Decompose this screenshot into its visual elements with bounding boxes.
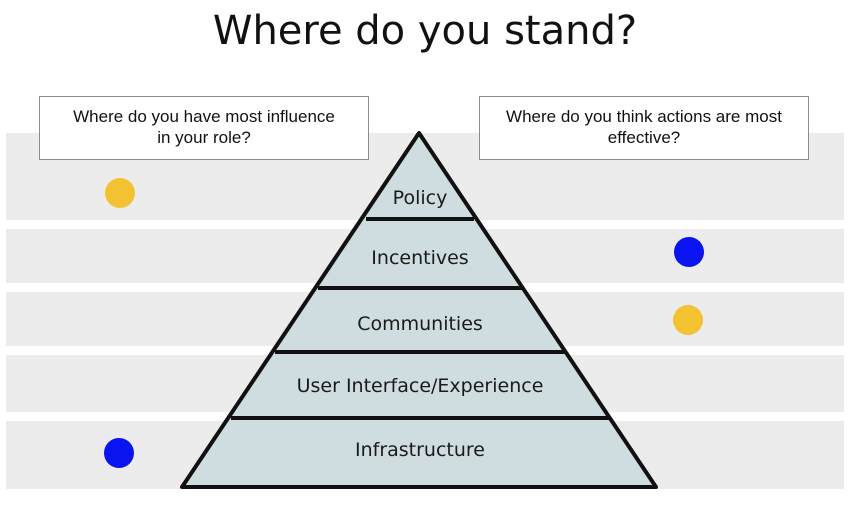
pyramid-body: [180, 131, 658, 489]
influence-dot-infrastructure[interactable]: [104, 438, 134, 468]
influence-question-line1: Where do you have most influence: [73, 107, 335, 126]
influence-question-box: Where do you have most influence in your…: [39, 96, 369, 160]
influence-dot-policy[interactable]: [105, 178, 135, 208]
level-label-incentives: Incentives: [371, 247, 468, 269]
level-label-communities: Communities: [357, 313, 483, 335]
level-label-infrastructure: Infrastructure: [355, 439, 485, 461]
influence-question-line2: in your role?: [157, 128, 251, 147]
effective-dot-communities[interactable]: [673, 305, 703, 335]
level-label-policy: Policy: [393, 187, 448, 209]
effectiveness-question-line1: Where do you think actions are most: [506, 107, 782, 126]
effective-dot-incentives[interactable]: [674, 237, 704, 267]
effectiveness-question-box: Where do you think actions are most effe…: [479, 96, 809, 160]
page-title: Where do you stand?: [212, 8, 638, 54]
level-label-user-interface: User Interface/Experience: [297, 375, 544, 397]
effectiveness-question-line2: effective?: [607, 128, 681, 147]
